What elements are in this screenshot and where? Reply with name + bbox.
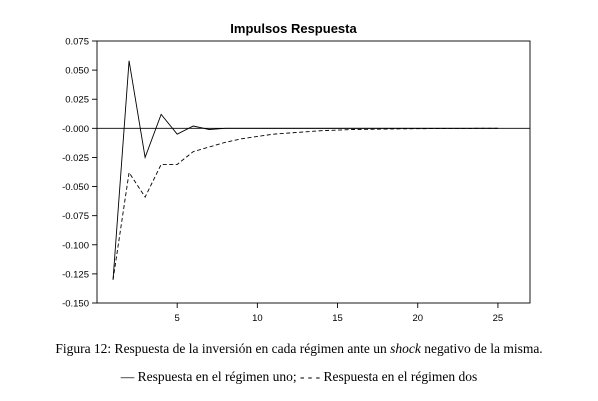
y-tick-label: -0.100: [62, 240, 89, 251]
y-tick-label: -0.150: [62, 299, 89, 310]
x-tick-label: 15: [332, 313, 343, 324]
y-tick-label: 0.075: [65, 37, 89, 48]
y-tick-label: -0.125: [62, 269, 89, 280]
x-tick-label: 25: [493, 313, 504, 324]
caption-prefix: Figura 12: Respuesta de la inversión en …: [55, 341, 391, 356]
x-tick-label: 5: [175, 313, 180, 324]
x-tick-label: 10: [252, 313, 263, 324]
y-tick-label: 0.025: [65, 95, 89, 106]
chart-canvas: Impulsos Respuesta 0.075 0.050 0.025 -0.000 -…: [62, 21, 531, 324]
series-line-solid: [112, 60, 498, 280]
y-tick-label: 0.050: [65, 66, 89, 77]
y-tick-label: -0.075: [62, 211, 89, 222]
series-line-dashed: [112, 127, 498, 280]
y-tick-label: -0.050: [62, 182, 89, 193]
caption-emphasis: shock: [390, 341, 421, 356]
y-tick-label: -0.000: [62, 124, 89, 135]
figure-legend-caption: –– Respuesta en el régimen uno; - - - Re…: [120, 369, 478, 384]
figure-caption: Figura 12: Respuesta de la inversión en …: [0, 341, 598, 357]
y-tick-label: -0.025: [62, 153, 89, 164]
impulse-response-chart: Impulsos Respuesta 0.075 0.050 0.025 -0.000 -…: [62, 21, 531, 324]
plot-frame: [96, 40, 531, 304]
caption-suffix: negativo de la misma.: [420, 341, 543, 356]
chart-title: Impulsos Respuesta: [230, 21, 357, 36]
x-tick-label: 20: [412, 313, 423, 324]
